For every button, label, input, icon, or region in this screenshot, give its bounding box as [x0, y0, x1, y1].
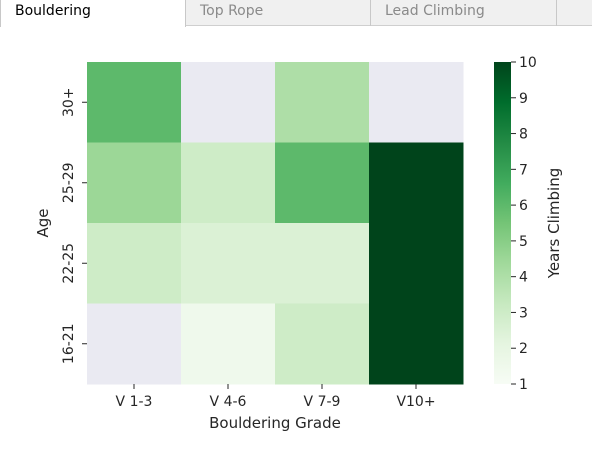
tab-bar: Bouldering Top Rope Lead Climbing [0, 0, 592, 27]
tab-bouldering[interactable]: Bouldering [0, 0, 186, 27]
heatmap-cell [181, 62, 276, 143]
x-tick-label: V 7-9 [304, 394, 341, 410]
colorbar-tick-label: 3 [519, 305, 528, 321]
heatmap-cell [275, 142, 370, 224]
colorbar: 1 2 3 4 5 6 7 8 9 10 [494, 55, 537, 393]
heatmap-cells [87, 62, 464, 385]
y-tick-label: 16-21 [61, 323, 77, 364]
heatmap-cell [275, 62, 370, 143]
colorbar-tick-label: 8 [519, 127, 528, 143]
x-tick-labels: V 1-3 V 4-6 V 7-9 V10+ [116, 384, 436, 410]
x-tick-label: V 1-3 [116, 394, 153, 410]
colorbar-tick-label: 7 [519, 162, 528, 178]
heatmap-chart: V 1-3 V 4-6 V 7-9 V10+ 30+ 25-29 22-25 16-21 B… [34, 55, 563, 432]
heatmap-cell [87, 223, 182, 304]
colorbar-tick-label: 2 [519, 341, 528, 357]
colorbar-tick-label: 6 [519, 198, 528, 214]
heatmap-cell [181, 142, 276, 224]
x-tick-label: V10+ [396, 394, 435, 410]
heatmap-cell [369, 303, 464, 385]
colorbar-tick-label: 4 [519, 270, 528, 286]
tab-lead-climbing[interactable]: Lead Climbing [371, 0, 557, 26]
x-axis-label: Bouldering Grade [209, 414, 341, 432]
heatmap-cell [181, 223, 276, 304]
x-tick-label: V 4-6 [210, 394, 247, 410]
heatmap-cell [275, 223, 370, 304]
heatmap-cell [87, 62, 182, 143]
tab-top-rope[interactable]: Top Rope [186, 0, 371, 26]
y-axis-label: Age [34, 208, 52, 237]
y-tick-labels: 30+ 25-29 22-25 16-21 [61, 87, 87, 364]
heatmap-cell [87, 303, 182, 385]
y-tick-label: 30+ [61, 87, 77, 117]
colorbar-label: Years Climbing [545, 168, 563, 279]
colorbar-tick-label: 9 [519, 91, 528, 107]
heatmap-cell [181, 303, 276, 385]
y-tick-label: 25-29 [61, 162, 77, 203]
colorbar-tick-label: 5 [519, 234, 528, 250]
y-tick-label: 22-25 [61, 243, 77, 284]
heatmap-cell [369, 62, 464, 143]
heatmap-cell [369, 142, 464, 224]
heatmap-cell [275, 303, 370, 385]
heatmap-cell [87, 142, 182, 224]
colorbar-tick-label: 1 [519, 377, 528, 393]
heatmap-cell [369, 223, 464, 304]
colorbar-gradient [494, 62, 511, 384]
colorbar-tick-label: 10 [519, 55, 537, 71]
